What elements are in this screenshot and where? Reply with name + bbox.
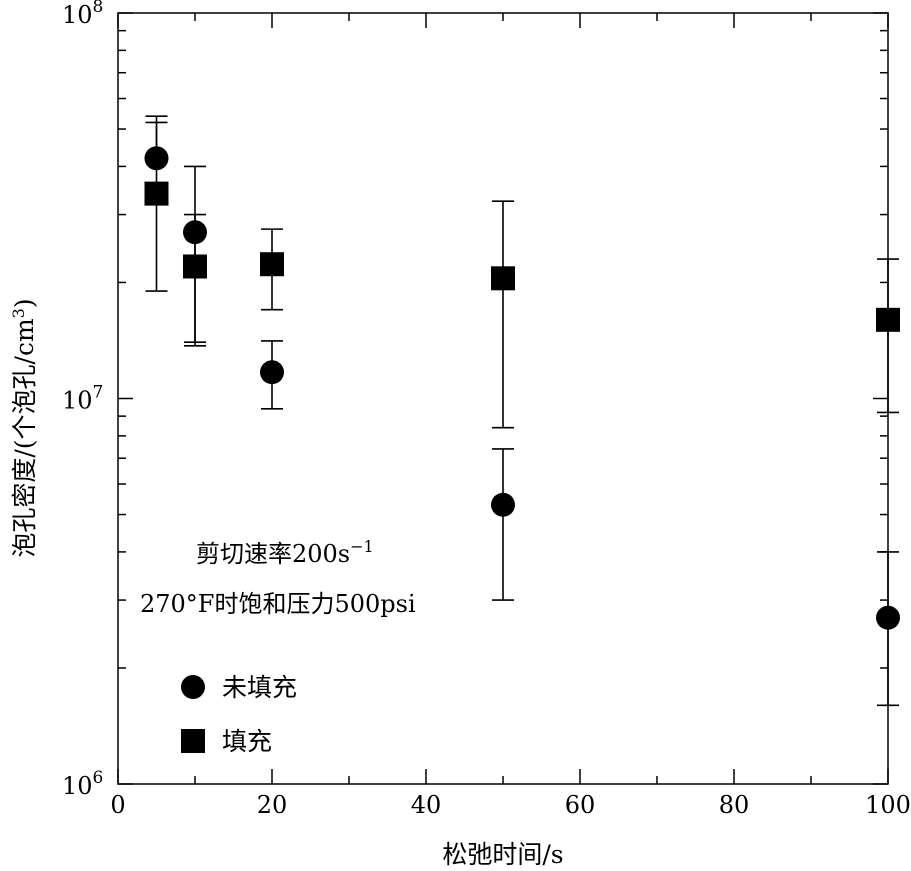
y-tick-label: 107 (62, 383, 103, 415)
data-point-square (876, 307, 900, 332)
x-axis-label: 松弛时间/s (442, 840, 563, 869)
annotation-shear-rate: 剪切速率200s−1 (196, 537, 374, 568)
data-point-square (260, 252, 284, 277)
legend: 未填充 填充 (181, 673, 297, 756)
data-point-circle (260, 360, 284, 385)
y-tick-label: 106 (62, 768, 103, 800)
legend-circle-marker (181, 675, 205, 699)
legend-square-marker (181, 729, 205, 753)
data-point-circle (876, 605, 900, 630)
legend-label-filled: 填充 (222, 727, 272, 756)
x-tick-label: 20 (257, 791, 288, 819)
data-point-square (183, 254, 207, 279)
y-tick-label: 108 (62, 0, 103, 29)
x-tick-label: 40 (411, 791, 442, 819)
x-tick-label: 60 (565, 791, 596, 819)
tick-labels: 0 20 40 60 80 100 106 107 108 (62, 0, 911, 819)
x-tick-label: 80 (719, 791, 750, 819)
x-tick-label: 0 (110, 791, 125, 819)
x-tick-label: 100 (865, 791, 911, 819)
data-point-circle (183, 220, 207, 245)
data-markers (144, 146, 900, 630)
data-point-square (491, 266, 515, 291)
data-point-circle (144, 146, 169, 171)
y-axis-label: 泡孔密度/(个泡孔/cm3) (9, 298, 39, 557)
data-point-circle (491, 492, 515, 517)
annotation-saturation: 270°F时饱和压力500psi (140, 590, 416, 618)
legend-label-unfilled: 未填充 (222, 673, 297, 702)
data-point-square (144, 181, 169, 206)
